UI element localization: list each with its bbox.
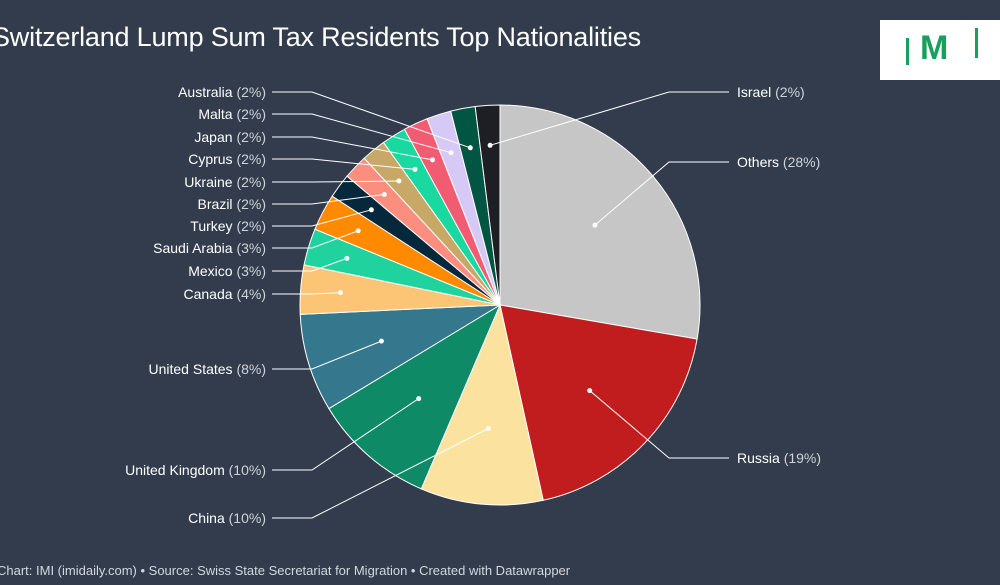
chart-title: Switzerland Lump Sum Tax Residents Top N… (0, 22, 641, 52)
slice-label: China (10%) (188, 510, 266, 526)
pie-slice (328, 303, 502, 490)
slice-label-percent: (3%) (236, 263, 266, 279)
imi-logo: M (880, 20, 1000, 80)
slice-label-name: United States (149, 361, 237, 377)
label-leader-line (272, 194, 385, 205)
label-leader-line (272, 230, 359, 249)
slice-dot (485, 426, 491, 431)
slice-dot (592, 222, 598, 228)
slice-dot (396, 178, 402, 184)
slice-label-percent: (2%) (775, 84, 805, 100)
slice-label-name: Canada (184, 286, 237, 302)
slice-dot (467, 145, 473, 151)
logo-m: M (920, 29, 949, 67)
label-leader-line (272, 158, 416, 170)
slice-label-percent: (2%) (236, 106, 266, 122)
slice-label-name: Australia (178, 84, 236, 100)
slice-label: Malta (2%) (198, 106, 266, 122)
slice-dot (430, 157, 435, 163)
slice-label: Turkey (2%) (190, 218, 266, 234)
label-leader-line (272, 180, 399, 183)
slice-dot (368, 207, 374, 213)
label-leader-line (272, 257, 348, 272)
label-leaders (272, 91, 729, 519)
slice-label-name: Ukraine (184, 174, 236, 190)
slice-label-name: Turkey (190, 218, 236, 234)
slice-label-percent: (4%) (236, 286, 266, 302)
slice-label-percent: (2%) (236, 84, 266, 100)
slice-dot (378, 338, 384, 344)
label-leader-line (594, 161, 729, 226)
slice-label-percent: (2%) (236, 151, 266, 167)
slice-label-percent: (19%) (784, 450, 821, 466)
slice-label: Cyprus (2%) (188, 151, 266, 167)
slice-label: Saudi Arabia (3%) (153, 240, 266, 256)
slice-labels: Others (28%)Russia (19%)China (10%)Unite… (125, 84, 821, 526)
slice-dot (412, 166, 418, 172)
label-leader-line (272, 91, 471, 149)
slice-label: Mexico (3%) (188, 263, 266, 279)
pie-slice (420, 303, 544, 506)
label-leader-line (489, 91, 729, 146)
pie-slice (474, 104, 501, 306)
slice-label-name: Cyprus (188, 151, 236, 167)
slice-dot (381, 192, 387, 197)
slice-label-percent: (2%) (236, 218, 266, 234)
slice-label: Canada (4%) (184, 286, 267, 302)
slice-label-name: Israel (737, 84, 775, 100)
slice-label-percent: (3%) (236, 240, 266, 256)
slice-label-percent: (10%) (229, 510, 266, 526)
slice-label: Australia (2%) (178, 84, 266, 100)
slice-dot (448, 150, 454, 156)
label-leader-line (589, 390, 729, 459)
slice-label-percent: (2%) (236, 129, 266, 145)
logo-left-bar (906, 38, 909, 65)
slice-label-name: Brazil (198, 196, 237, 212)
logo-right-bar (975, 28, 978, 58)
slice-dot (587, 388, 593, 394)
label-leader-line (272, 113, 452, 154)
slice-label: United Kingdom (10%) (125, 462, 266, 478)
slice-label: Russia (19%) (737, 450, 821, 466)
chart-footer: Chart: IMI (imidaily.com) • Source: Swis… (0, 563, 571, 578)
slice-label: Ukraine (2%) (184, 174, 266, 190)
label-leader-line (272, 292, 341, 295)
slice-label-name: China (188, 510, 228, 526)
slice-label-name: Malta (198, 106, 236, 122)
slice-label: Brazil (2%) (198, 196, 266, 212)
slice-label-percent: (10%) (229, 462, 266, 478)
slice-label-name: Russia (737, 450, 784, 466)
label-leader-line (272, 398, 419, 471)
slice-dot (355, 228, 361, 234)
pie-slice (499, 104, 701, 340)
slice-dot (416, 396, 422, 402)
pie-slices (299, 104, 701, 506)
slice-label-name: Others (737, 154, 783, 170)
slice-label-name: Japan (194, 129, 236, 145)
slice-label-percent: (28%) (783, 154, 820, 170)
label-leader-line (272, 428, 489, 519)
slice-label: Israel (2%) (737, 84, 805, 100)
slice-label-name: Mexico (188, 263, 236, 279)
slice-dot (338, 290, 343, 296)
label-leader-line (272, 209, 372, 227)
slice-label: United States (8%) (149, 361, 267, 377)
slice-dot (344, 255, 350, 261)
slice-label: Japan (2%) (194, 129, 266, 145)
slice-label-name: United Kingdom (125, 462, 229, 478)
pie-slice (499, 304, 698, 501)
slice-dot (487, 142, 493, 148)
slice-label: Others (28%) (737, 154, 820, 170)
slice-label-name: Saudi Arabia (153, 240, 236, 256)
label-leader-line (272, 340, 382, 370)
slice-label-percent: (8%) (236, 361, 266, 377)
pie-slice (299, 304, 501, 410)
slice-label-percent: (2%) (236, 174, 266, 190)
label-leader-line (272, 136, 433, 161)
slice-label-percent: (2%) (236, 196, 266, 212)
